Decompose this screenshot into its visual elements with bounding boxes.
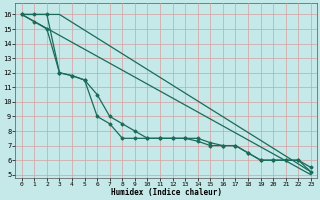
- X-axis label: Humidex (Indice chaleur): Humidex (Indice chaleur): [111, 188, 222, 197]
